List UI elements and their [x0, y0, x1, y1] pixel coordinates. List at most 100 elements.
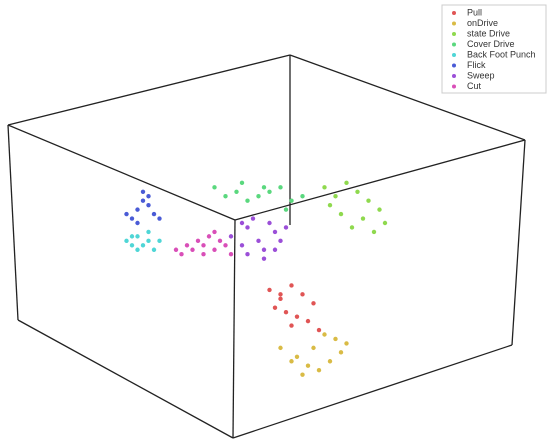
- point: [294, 354, 300, 359]
- point: [322, 332, 327, 337]
- point: [300, 372, 305, 377]
- point: [267, 220, 272, 226]
- point: [327, 202, 333, 208]
- point: [261, 247, 267, 252]
- point: [377, 207, 382, 212]
- point: [190, 247, 195, 252]
- point: [201, 243, 206, 248]
- point: [129, 243, 135, 248]
- point: [124, 211, 129, 217]
- point: [360, 216, 366, 221]
- point: [245, 252, 250, 257]
- legend-label: Flick: [467, 60, 486, 70]
- point: [195, 238, 201, 244]
- point: [261, 256, 267, 261]
- point: [146, 229, 151, 235]
- point: [245, 198, 250, 203]
- point: [151, 247, 157, 252]
- legend-swatch: [452, 74, 456, 78]
- point: [278, 292, 283, 297]
- legend-label: Back Foot Punch: [467, 49, 536, 59]
- point: [140, 189, 146, 194]
- point: [135, 220, 140, 226]
- point: [294, 314, 300, 319]
- point: [278, 296, 283, 302]
- point: [267, 189, 272, 194]
- legend-box: [441, 4, 547, 94]
- point: [261, 185, 267, 190]
- point: [157, 238, 162, 244]
- point: [333, 336, 338, 342]
- point: [245, 225, 250, 230]
- point: [316, 367, 322, 373]
- legend-label: state Drive: [467, 28, 510, 38]
- point: [234, 189, 239, 194]
- legend-label: Sweep: [467, 70, 495, 80]
- point: [239, 220, 245, 226]
- point: [124, 238, 129, 244]
- point: [338, 211, 344, 217]
- legend-swatch: [452, 32, 456, 36]
- point: [366, 198, 371, 203]
- point: [300, 194, 305, 199]
- box-frame: [7, 54, 526, 439]
- legend-label: Cut: [467, 81, 482, 91]
- legend-swatch: [452, 42, 456, 47]
- legend-swatch: [452, 63, 456, 68]
- point: [322, 185, 327, 190]
- point: [140, 198, 146, 203]
- point: [129, 216, 135, 221]
- point: [344, 180, 349, 186]
- point: [289, 323, 294, 328]
- point: [135, 207, 140, 212]
- point: [206, 234, 212, 239]
- point: [146, 194, 151, 199]
- point: [338, 350, 344, 355]
- point: [311, 345, 316, 351]
- legend-swatch: [452, 11, 456, 15]
- point: [267, 287, 272, 293]
- point: [140, 243, 146, 248]
- point: [228, 252, 234, 257]
- point: [173, 247, 179, 252]
- point: [217, 238, 223, 244]
- point: [305, 318, 311, 324]
- point: [300, 292, 305, 297]
- point: [239, 243, 245, 248]
- point: [228, 234, 234, 239]
- point: [179, 252, 184, 257]
- point: [283, 310, 289, 315]
- point: [212, 229, 217, 235]
- point: [382, 220, 388, 226]
- point: [256, 194, 261, 199]
- point: [289, 283, 294, 288]
- point: [278, 238, 283, 244]
- point: [250, 216, 256, 221]
- point: [278, 185, 283, 190]
- point: [283, 207, 289, 212]
- point: [135, 234, 140, 239]
- point: [289, 359, 294, 364]
- point: [349, 225, 355, 230]
- point: [333, 194, 338, 199]
- legend-swatch: [452, 84, 456, 89]
- legend-label: Pull: [467, 7, 482, 17]
- point: [146, 202, 151, 208]
- point: [157, 216, 162, 221]
- point: [151, 211, 157, 217]
- point: [289, 198, 294, 203]
- points: [124, 180, 388, 377]
- point: [311, 301, 316, 306]
- point: [344, 341, 349, 346]
- legend-label: onDrive: [467, 18, 498, 28]
- point: [146, 238, 151, 244]
- point: [327, 359, 333, 364]
- legend-label: Cover Drive: [467, 39, 515, 49]
- point: [278, 345, 283, 351]
- point: [283, 225, 289, 230]
- point: [272, 229, 278, 235]
- point: [371, 229, 377, 235]
- point: [184, 243, 190, 248]
